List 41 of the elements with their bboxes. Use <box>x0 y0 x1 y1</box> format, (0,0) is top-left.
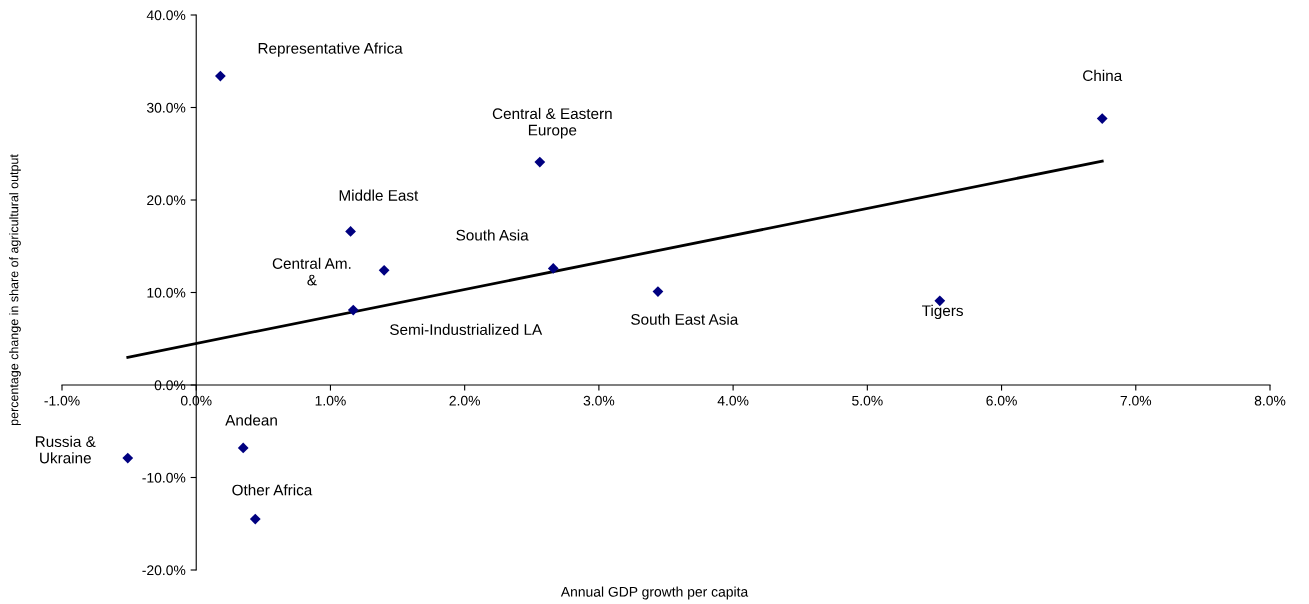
x-tick-label: -1.0% <box>44 395 80 406</box>
y-tick-label: 10.0% <box>147 287 186 298</box>
point <box>347 304 359 316</box>
point <box>345 226 356 237</box>
annotation: Andean <box>225 414 277 426</box>
point <box>122 452 134 464</box>
annotation: China <box>1083 69 1123 82</box>
y-tick-label: 20.0% <box>147 195 186 206</box>
point <box>652 286 664 297</box>
y-tick-label: 0.0% <box>154 380 186 391</box>
annotation: South East Asia <box>631 313 739 325</box>
point <box>237 442 249 454</box>
y-tick-label: -10.0% <box>142 472 186 483</box>
x-tick-label: 7.0% <box>1120 395 1152 406</box>
y-tick-label: 30.0% <box>146 102 186 113</box>
annotation: Central & Eastern Europe <box>492 107 612 139</box>
x-tick-label: 6.0% <box>986 395 1017 406</box>
annotation: Representative Africa <box>258 42 403 57</box>
x-tick-label: 1.0% <box>315 395 346 406</box>
y-axis-title: percentage change in share of agricultural output <box>9 154 21 426</box>
y-tick-label: 40.0% <box>146 10 186 21</box>
x-axis-title: Annual GDP growth per capita <box>560 586 749 600</box>
point <box>1096 113 1108 124</box>
point <box>547 263 559 274</box>
annotation: South Asia <box>456 229 529 241</box>
x-tick-label: 5.0% <box>852 395 883 406</box>
annotation: Semi-Industrialized LA <box>390 323 543 336</box>
annotation: Other Africa <box>232 484 313 496</box>
annotation: Tigers <box>922 304 963 320</box>
x-tick-label: 8.0% <box>1254 395 1286 406</box>
x-tick-label: 2.0% <box>449 395 480 406</box>
x-tick-label: 3.0% <box>583 395 615 406</box>
y-tick-label: -20.0% <box>142 565 186 576</box>
annotation: Middle East <box>339 189 419 201</box>
point <box>534 156 546 168</box>
point <box>215 70 226 82</box>
x-tick-label: 4.0% <box>717 395 749 406</box>
point <box>378 264 390 276</box>
point <box>249 513 261 525</box>
annotation: Russia & Ukraine <box>35 435 96 464</box>
annotation: Central Am. & <box>272 257 351 286</box>
